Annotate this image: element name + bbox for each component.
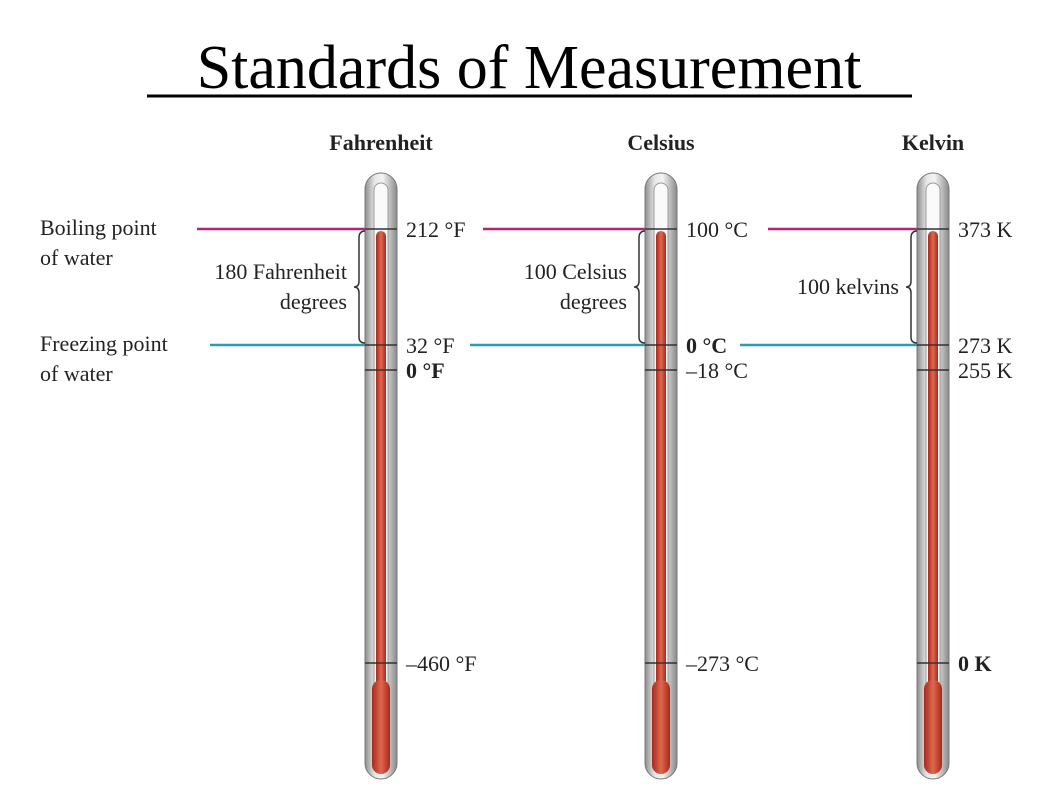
mark-label: 255 K bbox=[958, 358, 1013, 383]
span-line: 100 Celsius bbox=[524, 259, 627, 284]
boiling-label: Boiling point of water bbox=[40, 215, 162, 270]
span-label: 100 Celsius degrees bbox=[524, 259, 627, 314]
boiling-line: Boiling point bbox=[40, 215, 157, 240]
scale-name: Celsius bbox=[627, 130, 695, 155]
span-label: 100 kelvins bbox=[797, 274, 899, 299]
title: Standards of Measurement bbox=[197, 34, 862, 102]
mark-label: 32 °F bbox=[406, 333, 455, 358]
reference-lines bbox=[197, 227, 917, 347]
brace bbox=[905, 230, 918, 344]
mark-label: –18 °C bbox=[685, 358, 748, 383]
bulb bbox=[372, 680, 390, 774]
span-line: 180 Fahrenheit bbox=[214, 259, 347, 284]
mercury bbox=[928, 231, 938, 772]
mercury bbox=[656, 231, 666, 772]
scale-name: Kelvin bbox=[902, 130, 964, 155]
mark-label: 273 K bbox=[958, 333, 1013, 358]
scale-name: Fahrenheit bbox=[329, 130, 433, 155]
mark-label: 100 °C bbox=[686, 217, 748, 242]
span-line: degrees bbox=[280, 289, 347, 314]
mark-label: –273 °C bbox=[685, 651, 759, 676]
freezing-line: Freezing point bbox=[40, 331, 168, 356]
mark-label: 0 K bbox=[958, 651, 992, 676]
bulb bbox=[652, 680, 670, 774]
brace bbox=[633, 230, 646, 344]
bulb bbox=[924, 680, 942, 774]
span-label: 180 Fahrenheit degrees bbox=[214, 259, 347, 314]
mark-label: –460 °F bbox=[405, 651, 477, 676]
brace bbox=[353, 230, 366, 344]
freezing-label: Freezing point of water bbox=[40, 331, 173, 386]
mark-label: 212 °F bbox=[406, 217, 466, 242]
mercury bbox=[376, 231, 386, 772]
boiling-line: of water bbox=[40, 245, 113, 270]
mark-label: 0 °F bbox=[406, 358, 445, 383]
span-line: 100 kelvins bbox=[797, 274, 899, 299]
freezing-line: of water bbox=[40, 361, 113, 386]
span-line: degrees bbox=[560, 289, 627, 314]
thermometers: Fahrenheit 212 °F 32 °F0 °F –460 °F 180 Fahr… bbox=[214, 130, 1013, 780]
mark-label: 373 K bbox=[958, 217, 1013, 242]
mark-label: 0 °C bbox=[686, 333, 727, 358]
